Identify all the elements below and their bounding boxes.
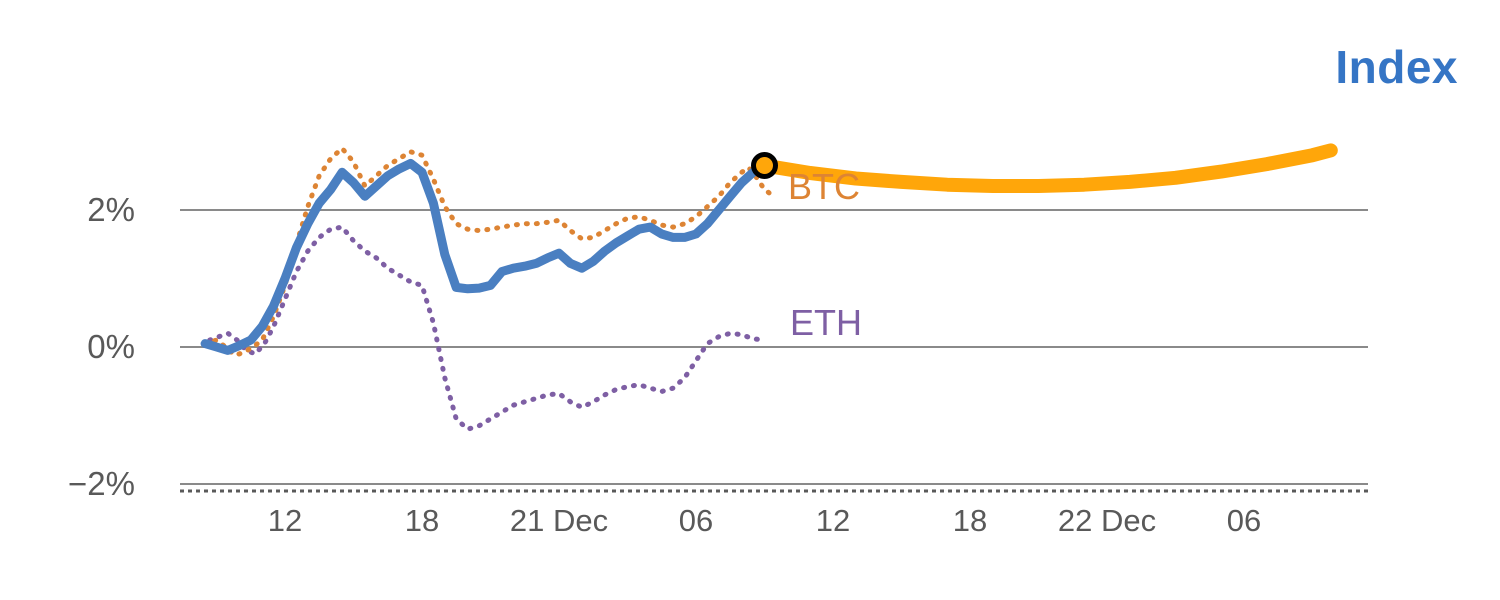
- series-label-eth: ETH: [790, 302, 862, 343]
- x-tick-label: 18: [952, 503, 988, 538]
- x-tick-label: 12: [267, 503, 303, 538]
- x-tick-label: 21 Dec: [509, 503, 609, 538]
- series-index-line: [200, 158, 769, 355]
- y-tick-label: −2%: [68, 465, 135, 502]
- x-tick-label: 06: [678, 503, 714, 538]
- x-tick-label: 18: [404, 503, 440, 538]
- series-eth-line: [207, 224, 767, 432]
- series-label-btc: BTC: [788, 166, 860, 207]
- chart-title: Index: [1335, 41, 1458, 93]
- series-forecast-line: [757, 143, 1338, 193]
- x-tick-label: 06: [1226, 503, 1262, 538]
- current-value-marker: [751, 152, 778, 179]
- x-tick-label: 12: [815, 503, 851, 538]
- y-tick-label: 2%: [87, 191, 135, 228]
- x-tick-label: 22 Dec: [1057, 503, 1157, 538]
- y-tick-label: 0%: [87, 328, 135, 365]
